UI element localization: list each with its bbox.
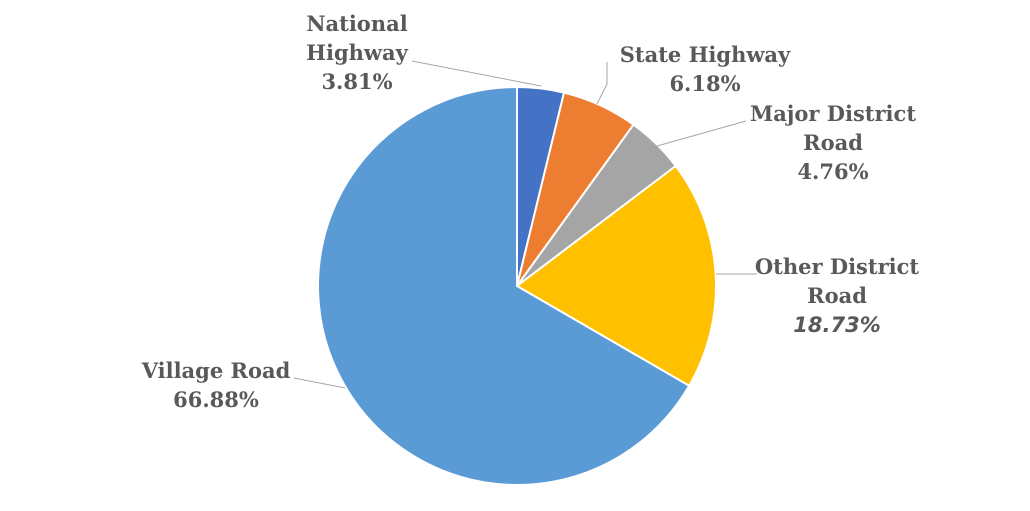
- pie-slices: [317, 85, 717, 486]
- data-labels: National Highway 3.81% State Highway 6.18% Ma…: [141, 11, 920, 412]
- value-label: 66.88%: [173, 387, 259, 412]
- category-label: Major District: [750, 101, 916, 126]
- pie-slice-village-road: [317, 85, 691, 486]
- data-label-state-highway: State Highway 6.18%: [620, 42, 791, 96]
- data-label-national-highway: National Highway 3.81%: [306, 11, 408, 94]
- value-label: 6.18%: [669, 71, 740, 96]
- pie-slice-other-district-road: [515, 164, 717, 388]
- leader-line-state-highway: [596, 62, 608, 105]
- value-label: 3.81%: [321, 69, 392, 94]
- leader-line-national-highway: [411, 60, 542, 87]
- category-label: Road: [803, 130, 863, 155]
- leader-line-major-district-road: [656, 120, 747, 147]
- category-label: Village Road: [141, 358, 291, 383]
- category-label: Other District: [755, 254, 920, 279]
- leader-lines: [293, 60, 757, 389]
- category-label: National: [306, 11, 407, 36]
- value-label: 18.73%: [793, 313, 880, 337]
- data-label-village-road: Village Road 66.88%: [141, 358, 291, 412]
- leader-line-village-road: [293, 377, 346, 389]
- category-label: Road: [807, 283, 867, 308]
- category-label: State Highway: [620, 42, 791, 67]
- data-label-other-district-road: Other District Road 18.73%: [755, 254, 920, 337]
- data-label-major-district-road: Major District Road 4.76%: [750, 101, 916, 184]
- category-label: Highway: [306, 40, 408, 65]
- value-label: 4.76%: [797, 159, 868, 184]
